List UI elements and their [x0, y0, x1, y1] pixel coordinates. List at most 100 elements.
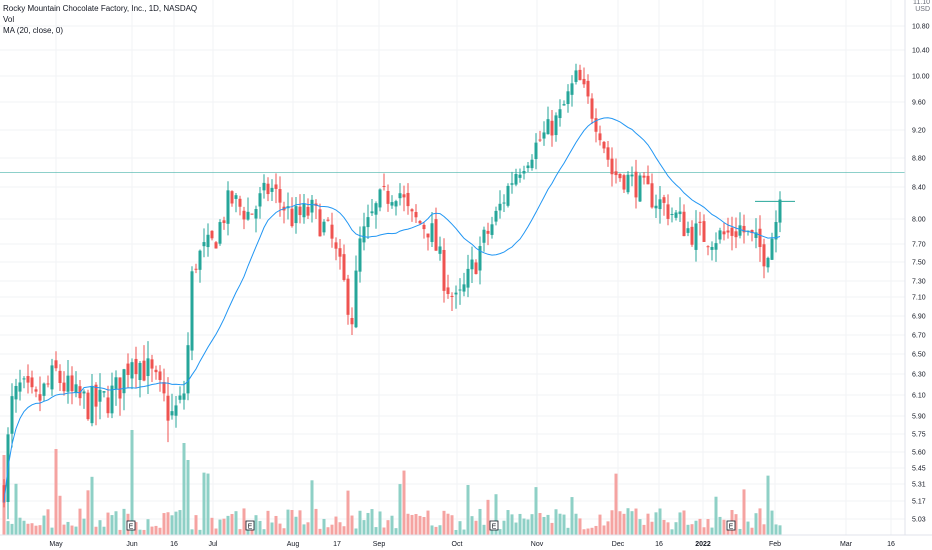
price-tick-label: 5.45 — [912, 466, 926, 473]
candle — [486, 222, 490, 246]
volume-bar — [218, 519, 222, 535]
candle — [738, 212, 742, 239]
svg-text:E: E — [129, 524, 134, 531]
volume-bar — [418, 515, 422, 535]
earnings-marker[interactable]: E — [726, 520, 736, 531]
earnings-marker[interactable]: E — [126, 520, 136, 531]
candle — [626, 171, 630, 195]
candle — [674, 210, 678, 221]
volume-bar — [142, 529, 146, 535]
volume-bar — [182, 443, 186, 535]
candle — [470, 246, 474, 284]
volume-bar — [458, 521, 462, 535]
candle — [98, 373, 102, 420]
candle — [682, 204, 686, 237]
price-tick-label: 5.60 — [912, 450, 926, 457]
candle — [166, 377, 170, 443]
candle — [422, 221, 426, 239]
price-tick-label: 11.10 — [913, 0, 930, 6]
volume-bar — [338, 522, 342, 535]
candle — [238, 195, 242, 216]
candle — [270, 179, 274, 202]
candle — [366, 204, 370, 239]
candle — [722, 222, 726, 241]
volume-bar — [622, 513, 626, 535]
earnings-marker[interactable]: E — [245, 520, 255, 531]
volume-bar — [606, 521, 610, 535]
volume-bar — [354, 528, 358, 535]
volume-bar — [578, 518, 582, 535]
candle — [766, 256, 770, 273]
volume-bar — [278, 523, 282, 535]
volume-bar — [422, 517, 426, 535]
volume-bar — [54, 449, 58, 535]
price-tick-label: 8.40 — [912, 185, 926, 192]
price-tick-label: 6.10 — [912, 393, 926, 400]
volume-bar — [662, 519, 666, 535]
candle — [614, 158, 618, 184]
moving-average-line — [3, 117, 781, 503]
volume-bar — [258, 520, 262, 535]
candle — [302, 194, 306, 224]
volume-bar — [594, 525, 598, 535]
volume-bar — [26, 523, 30, 535]
candle — [490, 216, 494, 239]
candle — [346, 274, 350, 325]
candle — [86, 389, 90, 421]
candle — [326, 217, 330, 222]
volume-bar — [542, 516, 546, 535]
candle — [498, 190, 502, 219]
candle — [38, 376, 42, 412]
volume-bar — [86, 490, 90, 535]
volume-bar — [286, 509, 290, 535]
candle — [418, 220, 422, 225]
volume-bar — [250, 529, 254, 535]
candle — [182, 380, 186, 410]
volume-bar — [610, 510, 614, 535]
price-tick-label: 8.00 — [912, 217, 926, 224]
volume-bar — [450, 515, 454, 535]
volume-bar — [10, 523, 14, 535]
candle — [538, 130, 542, 143]
candle — [174, 396, 178, 428]
volume-bar — [106, 512, 110, 535]
volume-bar — [686, 524, 690, 535]
candle — [558, 99, 562, 127]
time-tick-label: Jul — [209, 541, 218, 548]
candle — [650, 173, 654, 209]
candle — [602, 141, 606, 154]
candle — [50, 358, 54, 396]
candle — [666, 194, 670, 226]
volume-bar — [702, 527, 706, 535]
volume-bar — [294, 516, 298, 535]
volume-bar — [598, 514, 602, 535]
volume-bar — [554, 509, 558, 535]
volume-bar — [466, 484, 470, 535]
candle — [110, 372, 114, 419]
candle — [606, 140, 610, 167]
volume-bar — [266, 510, 270, 535]
candle — [658, 186, 662, 224]
volume-bar — [634, 508, 638, 535]
volume-bar — [470, 516, 474, 535]
candle — [762, 238, 766, 279]
volume-bar — [46, 509, 50, 535]
volume-bar — [366, 512, 370, 535]
candle — [734, 217, 738, 249]
candle — [134, 346, 138, 388]
volume-bar — [638, 519, 642, 535]
candle — [454, 285, 458, 309]
candle — [574, 63, 578, 85]
volume-bar — [534, 487, 538, 535]
volume-bar — [166, 512, 170, 535]
volume-bar — [646, 513, 650, 535]
volume-bar — [330, 524, 334, 535]
volume-bar — [382, 527, 386, 535]
earnings-marker[interactable]: E — [489, 520, 499, 531]
volume-bar — [346, 490, 350, 535]
volume-bar — [178, 510, 182, 535]
volume-bar — [766, 475, 770, 535]
volume-bar — [230, 514, 234, 535]
